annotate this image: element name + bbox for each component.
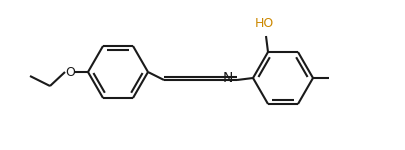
Text: N: N xyxy=(223,71,233,85)
Text: HO: HO xyxy=(254,17,274,30)
Text: O: O xyxy=(65,66,75,78)
